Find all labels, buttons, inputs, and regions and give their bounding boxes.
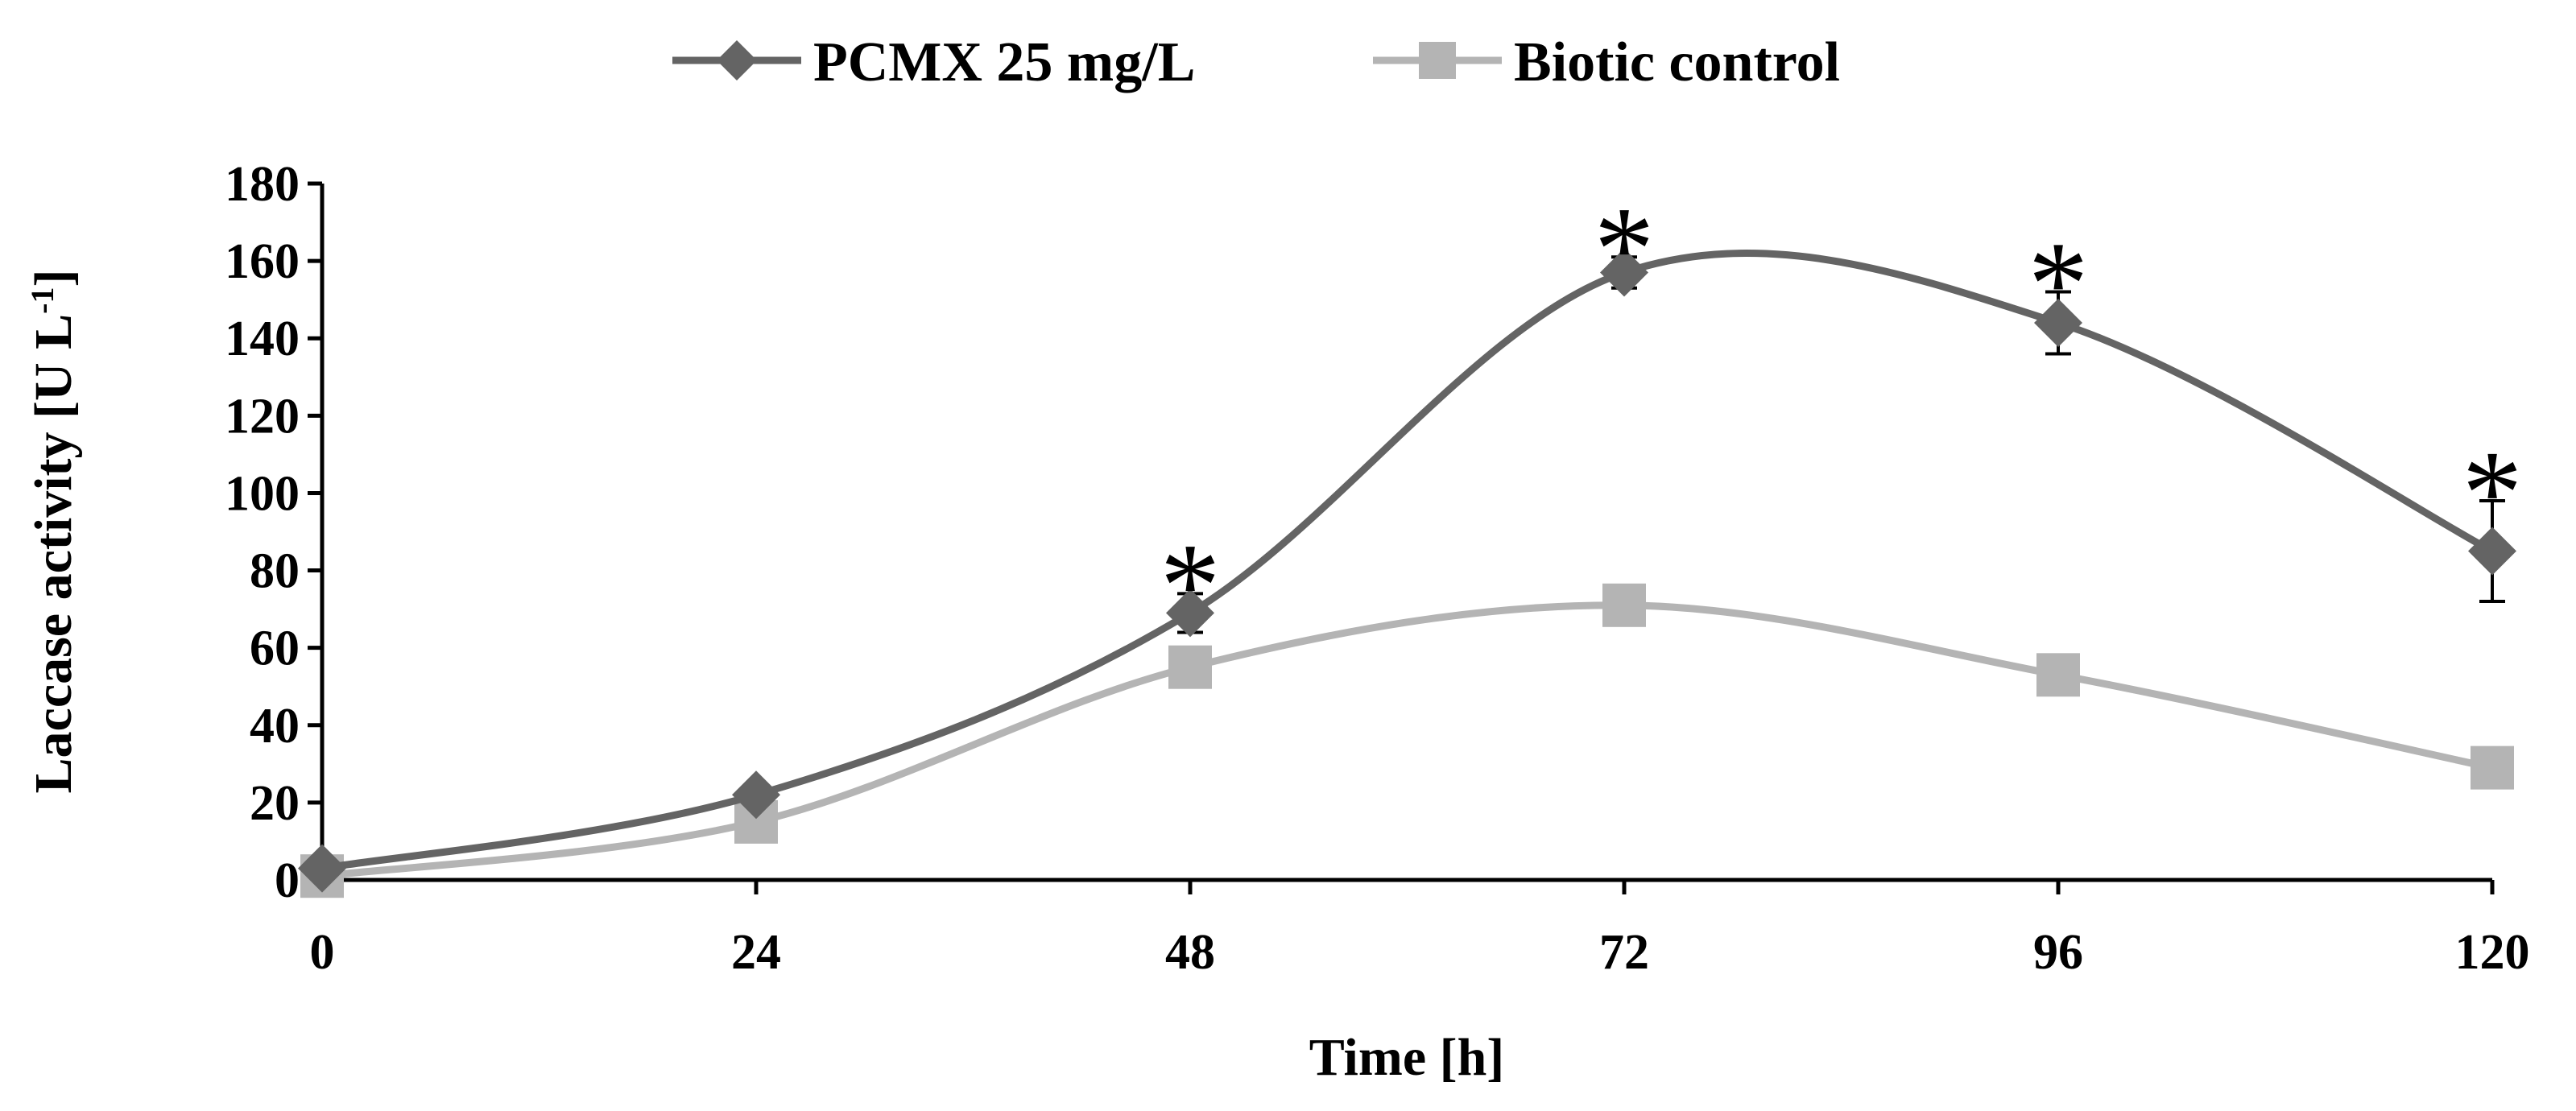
y-axis-title: Laccase activity [U L-1] bbox=[24, 270, 84, 794]
legend: PCMX 25 mg/L Biotic control bbox=[672, 31, 1840, 93]
legend-label-biotic-control: Biotic control bbox=[1514, 31, 1840, 93]
significance-marker: * bbox=[2462, 426, 2523, 560]
data-point-biotic-control bbox=[2471, 745, 2514, 790]
axes: 0 20 40 60 80 100 120 140 160 180 0 24 48 72 96 120 bbox=[225, 157, 2530, 980]
x-tick-label: 72 bbox=[1599, 925, 1649, 980]
series-biotic-control bbox=[300, 583, 2514, 898]
x-axis-title: Time [h] bbox=[1309, 1028, 1505, 1087]
data-point-biotic-control bbox=[2036, 653, 2080, 697]
significance-marker: * bbox=[1160, 518, 1221, 652]
data-point-biotic-control bbox=[1602, 583, 1646, 627]
data-point-pcmx bbox=[2034, 299, 2082, 347]
y-tick-label: 160 bbox=[225, 234, 300, 289]
data-point-pcmx bbox=[1600, 248, 1648, 297]
y-axis-title-superscript: -1 bbox=[24, 287, 60, 313]
y-tick-label: 140 bbox=[225, 312, 300, 366]
series-pcmx: * * * * bbox=[298, 182, 2523, 893]
x-tick-label: 120 bbox=[2455, 925, 2530, 980]
plot-area: * * * * bbox=[298, 182, 2523, 898]
significance-marker: * bbox=[1594, 182, 1655, 316]
y-ticks: 0 20 40 60 80 100 120 140 160 180 bbox=[225, 157, 322, 908]
y-tick-label: 80 bbox=[250, 544, 300, 599]
y-tick-label: 0 bbox=[275, 853, 300, 908]
data-point-biotic-control bbox=[1168, 645, 1212, 689]
legend-item-biotic-control: Biotic control bbox=[1373, 31, 1840, 93]
x-tick-label: 96 bbox=[2033, 925, 2083, 980]
series-line-biotic-control bbox=[321, 601, 2493, 880]
data-point-pcmx bbox=[298, 844, 346, 893]
x-tick-label: 0 bbox=[310, 925, 335, 980]
x-tick-label: 48 bbox=[1165, 925, 1215, 980]
y-tick-label: 60 bbox=[250, 622, 300, 676]
legend-marker-biotic-control bbox=[1419, 42, 1456, 79]
y-tick-label: 20 bbox=[250, 776, 300, 831]
y-axis-title-end: ] bbox=[24, 270, 83, 287]
y-axis-title-main: Laccase activity [U L bbox=[24, 314, 83, 794]
x-tick-label: 24 bbox=[731, 925, 781, 980]
data-point-pcmx bbox=[1166, 589, 1214, 638]
significance-marker: * bbox=[2028, 217, 2089, 351]
series-line-pcmx bbox=[321, 250, 2495, 873]
y-tick-label: 100 bbox=[225, 466, 300, 521]
y-tick-label: 120 bbox=[225, 389, 300, 444]
y-tick-label: 40 bbox=[250, 699, 300, 754]
legend-item-pcmx: PCMX 25 mg/L bbox=[672, 31, 1195, 93]
y-tick-label: 180 bbox=[225, 157, 300, 212]
legend-marker-pcmx bbox=[717, 40, 757, 81]
x-ticks: 0 24 48 72 96 120 bbox=[310, 880, 2530, 980]
data-point-pcmx bbox=[2468, 527, 2516, 576]
legend-label-pcmx: PCMX 25 mg/L bbox=[813, 31, 1195, 93]
data-point-pcmx bbox=[732, 770, 780, 820]
